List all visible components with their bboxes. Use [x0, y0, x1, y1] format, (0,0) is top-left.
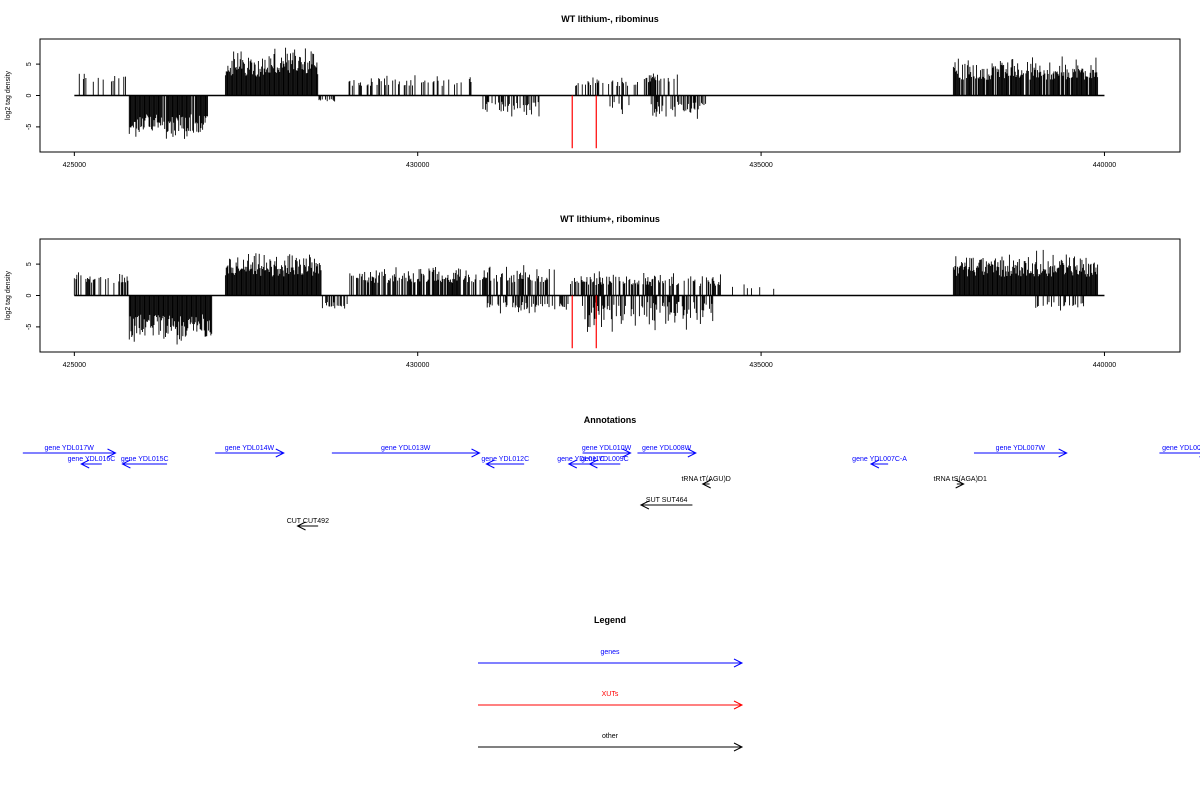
y-axis-label: log2 tag density	[5, 70, 12, 120]
annotation-feature: gene YDL009C	[581, 456, 629, 469]
annotation-feature: gene YDL007C-A	[852, 456, 907, 469]
annotation-feature: gene YDL006	[1159, 445, 1200, 458]
feature-label: gene YDL007W	[996, 445, 1046, 452]
y-tick-label: -5	[26, 324, 33, 330]
feature-arrow-head	[275, 448, 285, 458]
feature-label: gene YDL016C	[68, 456, 116, 463]
feature-arrow-head	[1058, 448, 1068, 458]
feature-arrow-head	[639, 500, 650, 510]
feature-arrow-head	[485, 459, 495, 469]
legend-label: other	[602, 733, 619, 740]
feature-label: gene YDL009C	[581, 456, 629, 463]
annotation-feature: gene YDL007W	[973, 445, 1068, 458]
y-tick-label: -5	[26, 124, 33, 130]
legend-panel: Legend genes XUTs other	[478, 615, 744, 752]
feature-arrow-head	[622, 448, 632, 458]
legend-label: genes	[600, 649, 620, 656]
feature-label: CUT CUT492	[287, 518, 329, 525]
annotations-title: Annotations	[584, 415, 637, 425]
y-axis-label: log2 tag density	[5, 270, 12, 320]
feature-arrow-head	[588, 459, 598, 469]
annotations-panel: Annotations gene YDL017W gene YDL016C gene …	[22, 415, 1200, 531]
feature-label: gene YDL008W	[642, 445, 692, 452]
annotation-feature: gene YDL013W	[331, 445, 481, 458]
legend-arrow-head	[733, 742, 744, 752]
annotation-feature: gene YDL012C	[481, 456, 529, 469]
feature-arrow-head	[296, 521, 306, 531]
annotation-feature: tRNA tS(AGA)D1	[934, 476, 987, 489]
y-tick-label: 5	[26, 262, 33, 266]
feature-arrow-head	[701, 479, 711, 489]
feature-arrow-head	[80, 459, 90, 469]
feature-arrow-head	[471, 448, 481, 458]
feature-label: gene YDL015C	[121, 456, 169, 463]
annotation-feature: gene YDL015C	[121, 456, 169, 469]
annotation-feature: gene YDL016C	[68, 456, 116, 469]
annotation-feature: tRNA tT(AGU)D	[681, 476, 731, 489]
annotation-feature: SUT SUT464	[639, 497, 693, 510]
feature-arrow-head	[107, 448, 117, 458]
x-tick-label: 435000	[749, 162, 772, 169]
x-tick-label: 440000	[1093, 362, 1116, 369]
feature-label: gene YDL017W	[45, 445, 95, 452]
feature-label: gene YDL013W	[381, 445, 431, 452]
feature-label: gene YDL014W	[225, 445, 275, 452]
annotation-feature: gene YDL010W	[582, 445, 632, 458]
legend-item: other	[478, 733, 744, 752]
feature-label: gene YDL007C-A	[852, 456, 907, 463]
feature-label: gene YDL006	[1162, 445, 1200, 452]
legend-arrow-head	[733, 700, 744, 710]
panel-title: WT lithium-, ribominus	[561, 14, 659, 24]
annotation-feature: gene YDL017W	[22, 445, 117, 458]
feature-label: tRNA tS(AGA)D1	[934, 476, 987, 483]
feature-label: gene YDL012C	[481, 456, 529, 463]
feature-arrow-head	[955, 479, 965, 489]
annotation-feature: CUT CUT492	[287, 518, 329, 531]
feature-arrow-head	[869, 459, 880, 469]
coverage-panel-lithium-minus: WT lithium-, ribominus -5 0 5 log2 tag densi…	[5, 14, 1181, 169]
legend-item: genes	[478, 649, 744, 668]
feature-label: gene YDL011C	[557, 456, 604, 463]
coverage-bars	[73, 249, 1099, 345]
legend-item: XUTs	[478, 691, 744, 710]
y-tick-label: 0	[26, 293, 33, 297]
feature-arrow-head	[567, 459, 578, 469]
annotation-feature: gene YDL008W	[637, 445, 697, 458]
feature-label: SUT SUT464	[646, 497, 688, 504]
coverage-bars	[78, 47, 1099, 139]
y-tick-label: 0	[26, 93, 33, 97]
y-tick-label: 5	[26, 62, 33, 66]
x-tick-label: 430000	[406, 362, 429, 369]
legend-label: XUTs	[602, 691, 619, 698]
feature-label: tRNA tT(AGU)D	[681, 476, 730, 483]
coverage-panel-lithium-plus: WT lithium+, ribominus -5 0 5 log2 tag densi…	[5, 214, 1181, 369]
x-tick-label: 430000	[406, 162, 429, 169]
x-tick-label: 435000	[749, 362, 772, 369]
legend-title: Legend	[594, 615, 626, 625]
legend-arrow-head	[733, 658, 744, 668]
annotation-feature: gene YDL014W	[215, 445, 285, 458]
feature-label: gene YDL010W	[582, 445, 632, 452]
feature-arrow-head	[687, 448, 697, 458]
feature-arrow-head	[121, 459, 131, 469]
x-tick-label: 425000	[63, 362, 86, 369]
x-tick-label: 440000	[1093, 162, 1116, 169]
panel-title: WT lithium+, ribominus	[560, 214, 660, 224]
x-tick-label: 425000	[63, 162, 86, 169]
